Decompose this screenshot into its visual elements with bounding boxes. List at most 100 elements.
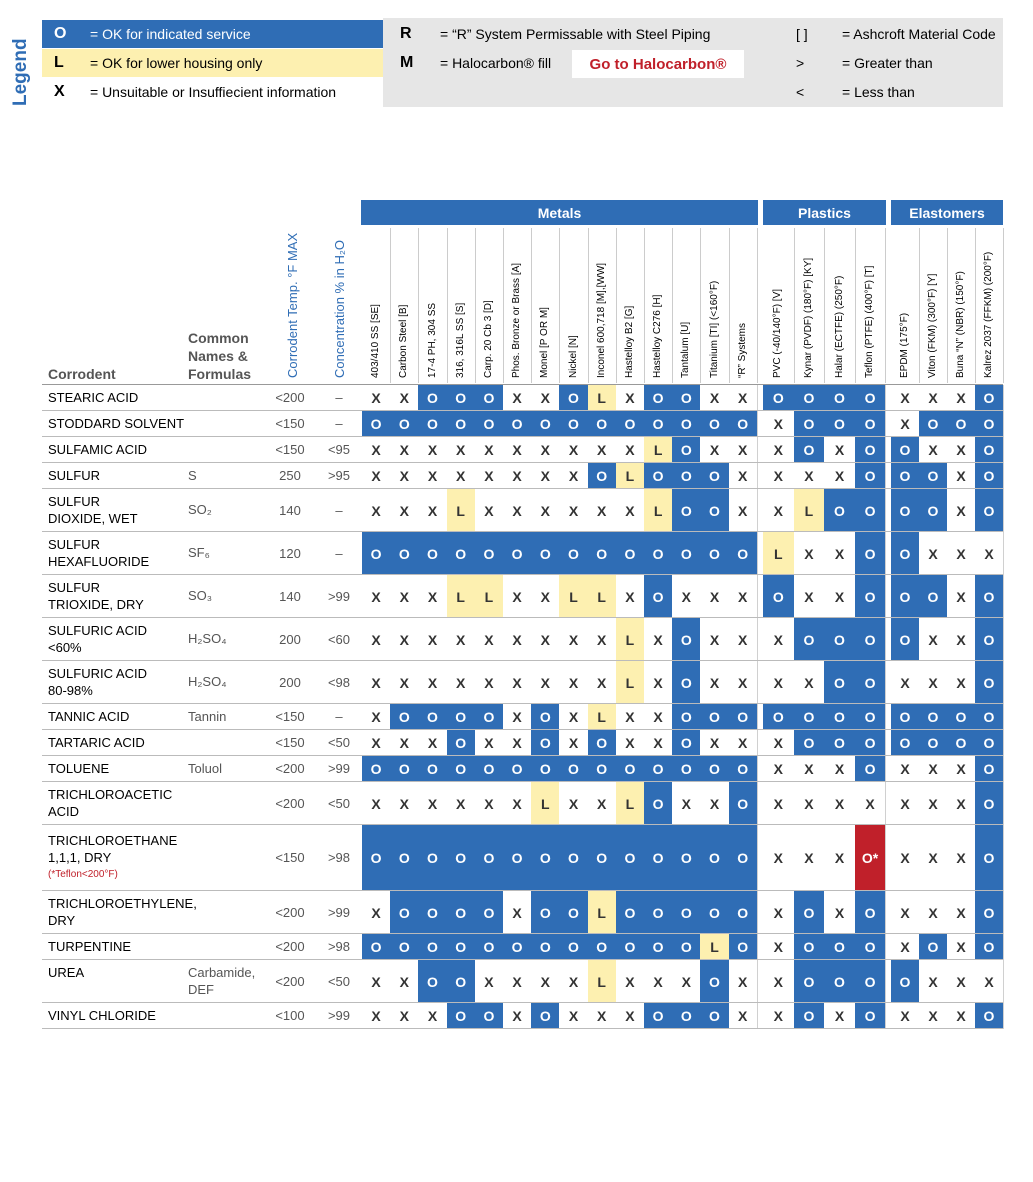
column-header: EPDM (175°F)	[899, 312, 910, 378]
rating-cell: O	[418, 385, 448, 411]
conc: <50	[327, 735, 351, 750]
rating-cell: O	[728, 825, 758, 891]
rating-cell: O	[891, 532, 920, 575]
rating-cell: X	[947, 782, 976, 825]
rating-cell: X	[947, 618, 976, 661]
temp: <200	[275, 939, 305, 954]
halocarbon-link[interactable]: Go to Halocarbon®	[572, 50, 744, 78]
rating-cell: O	[975, 934, 1004, 960]
legend-row	[42, 49, 383, 77]
rating-cell: X	[919, 532, 948, 575]
rating-cell: X	[947, 489, 976, 532]
rating-cell: X	[919, 385, 948, 411]
rating-cell: X	[503, 891, 533, 934]
rating-cell: X	[362, 575, 392, 618]
legend-text: = OK for lower housing only	[90, 55, 263, 71]
rating-cell: O	[854, 891, 887, 934]
rating-cell: X	[891, 825, 920, 891]
rating-cell: O	[587, 756, 617, 782]
rating-cell: O	[644, 385, 674, 411]
rating-cell: X	[418, 618, 448, 661]
rating-cell: O	[824, 661, 856, 704]
rating-cell: O	[644, 825, 674, 891]
legend-symbol: [ ]	[796, 26, 808, 42]
column-header: Hastelloy C276 [H]	[652, 294, 664, 378]
corrodent: <60%	[48, 639, 82, 655]
rating-cell: O	[531, 891, 561, 934]
rating-cell: O	[615, 934, 645, 960]
temp: 200	[279, 631, 301, 647]
temp: <200	[275, 904, 305, 920]
rating-cell: X	[531, 489, 561, 532]
rating-cell: X	[587, 618, 617, 661]
conc: <50	[327, 973, 351, 989]
rating-cell: O	[700, 704, 730, 730]
corrodent: SULFAMIC ACID	[48, 441, 147, 457]
legend-text: = Ashcroft Material Code	[842, 26, 996, 42]
rating-cell: X	[559, 782, 589, 825]
rating-cell: X	[615, 960, 645, 1003]
rating-cell: X	[531, 575, 561, 618]
rating-cell: X	[418, 437, 448, 463]
column-divider	[793, 228, 795, 383]
rating-cell: X	[947, 532, 976, 575]
column-divider	[418, 228, 420, 383]
legend-symbol: <	[796, 84, 805, 100]
rating-cell: O	[362, 825, 392, 891]
conc: >99	[327, 1008, 351, 1023]
row-line	[42, 617, 1003, 618]
rating-cell: L	[446, 575, 476, 618]
rating-cell: O	[728, 934, 758, 960]
conc: >99	[327, 761, 351, 776]
rating-cell: X	[919, 782, 948, 825]
legend-label-box: Legend	[0, 18, 40, 108]
column-header: Carp. 20 Cb 3 [D]	[482, 300, 494, 378]
rating-cell: O	[587, 825, 617, 891]
rating-cell: X	[763, 730, 795, 756]
column-divider	[446, 228, 448, 383]
column-divider	[474, 228, 476, 383]
legend-row	[42, 20, 383, 48]
rating-cell: X	[362, 463, 392, 489]
rating-cell: X	[947, 385, 976, 411]
rating-cell: O	[854, 532, 887, 575]
rating-cell: X	[418, 782, 448, 825]
rating-cell: X	[446, 661, 476, 704]
rating-cell: O	[824, 960, 856, 1003]
rating-cell: X	[559, 960, 589, 1003]
rating-cell: X	[824, 891, 856, 934]
temp: 250	[279, 468, 301, 483]
rating-cell: X	[700, 437, 730, 463]
conc: –	[335, 416, 343, 431]
temp: <150	[275, 850, 305, 865]
rating-cell: O	[446, 532, 476, 575]
rating-cell: O	[919, 934, 948, 960]
rating-cell: O	[891, 489, 920, 532]
common-name: H₂SO₄	[188, 631, 227, 646]
column-header: 316, 316L SS [S]	[454, 302, 466, 378]
rating-cell: X	[615, 704, 645, 730]
rating-cell: X	[891, 385, 920, 411]
rating-cell: O	[700, 489, 730, 532]
rating-cell: X	[362, 618, 392, 661]
rating-cell: X	[824, 463, 856, 489]
rating-cell: O	[854, 730, 887, 756]
rating-cell: X	[793, 756, 826, 782]
rating-cell: L	[644, 437, 674, 463]
rating-cell: O	[728, 782, 758, 825]
temp: <200	[275, 973, 305, 989]
rating-cell: X	[531, 437, 561, 463]
row-line	[42, 824, 1003, 825]
rating-cell: O	[793, 730, 826, 756]
rating-cell: O	[891, 575, 920, 618]
rating-cell: O	[362, 934, 392, 960]
rating-cell: L	[615, 782, 645, 825]
rating-cell: O	[919, 730, 948, 756]
row-line	[42, 574, 1003, 575]
column-divider	[390, 228, 392, 383]
rating-cell: O	[615, 825, 645, 891]
common-name: Tannin	[188, 708, 227, 724]
rating-cell: X	[763, 489, 795, 532]
rating-cell: O	[854, 411, 887, 437]
rating-cell: O	[503, 532, 533, 575]
